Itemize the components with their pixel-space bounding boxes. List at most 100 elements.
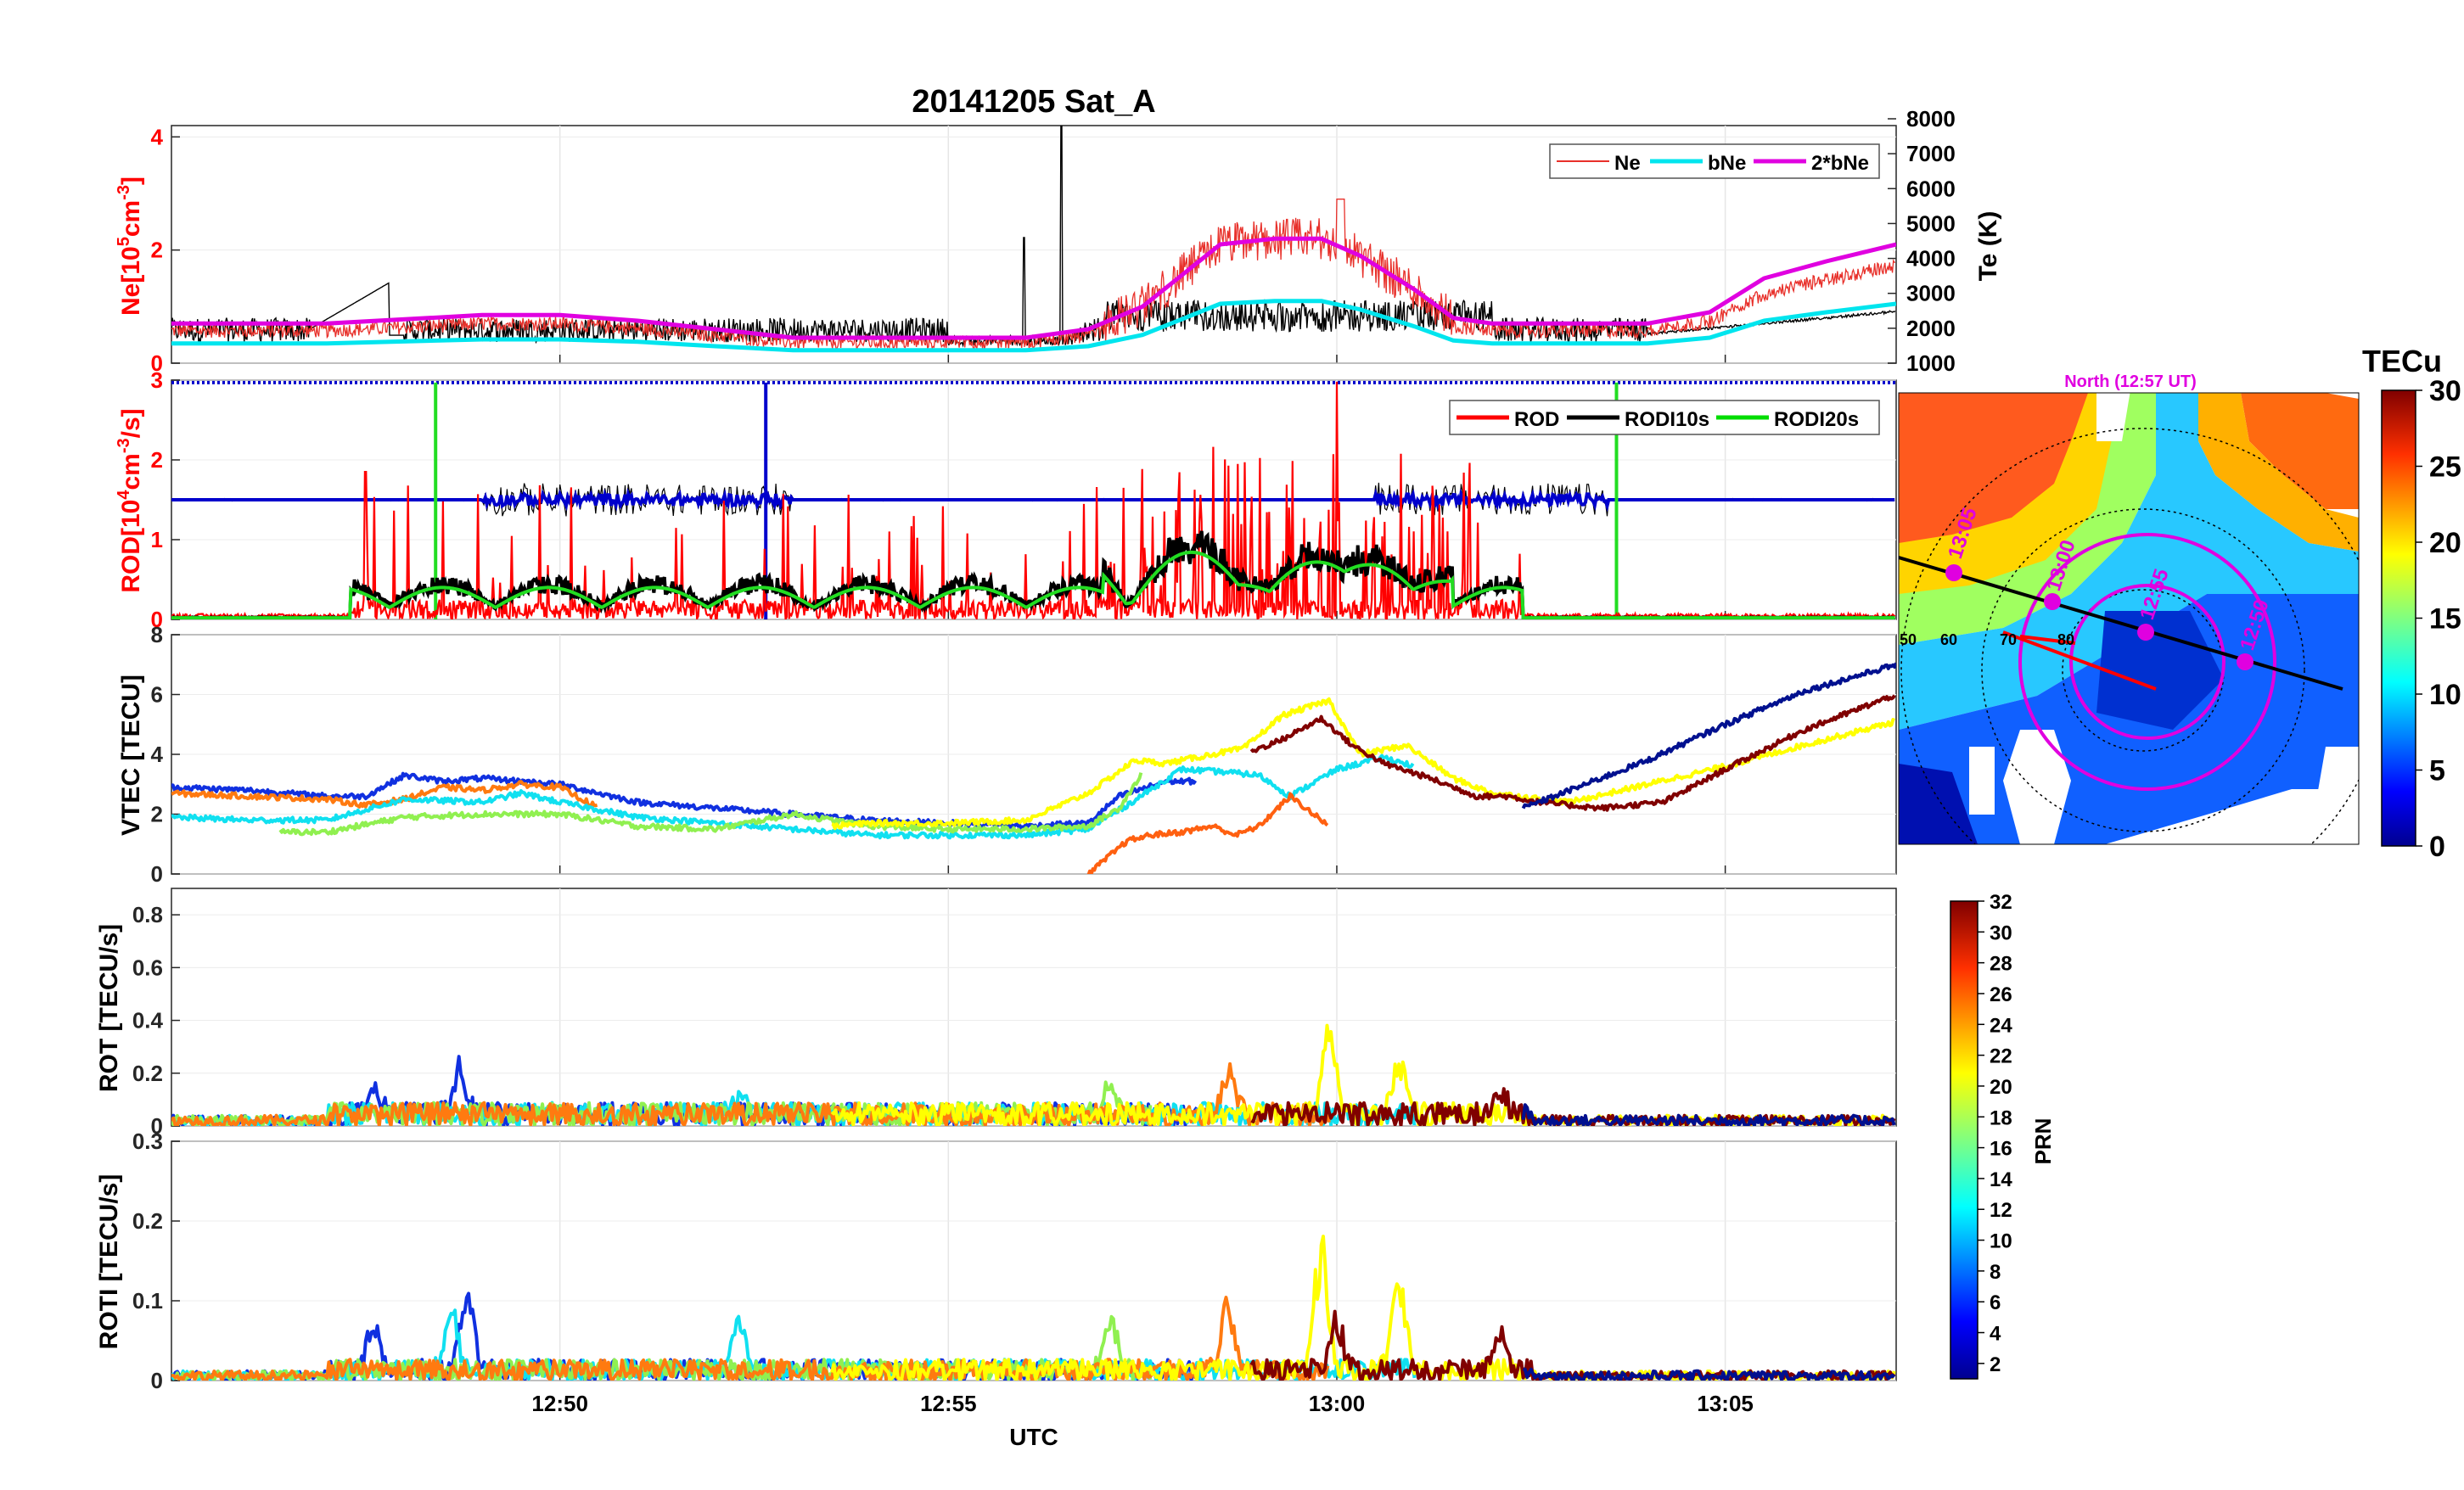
vtec-panel: 0 2 4 6 8 bbox=[151, 622, 1897, 887]
rod-ytick-label: 0 bbox=[151, 607, 163, 632]
map-red-vector-2 bbox=[2019, 635, 2076, 645]
rot-plot-area bbox=[171, 1023, 1896, 1126]
map-grid-circle-70 bbox=[1981, 508, 2305, 832]
legend-rodi20s: RODI20s bbox=[1774, 408, 1859, 431]
map-red-region bbox=[1899, 393, 2105, 577]
map-red-east bbox=[2241, 393, 2359, 509]
vtec-series bbox=[278, 772, 1143, 837]
map-cyan-region bbox=[1899, 393, 2359, 730]
rot-ytick-label: 0.8 bbox=[132, 902, 163, 927]
map-marker-1305 bbox=[1945, 564, 1962, 581]
vtec-series bbox=[171, 771, 1198, 830]
rot-ytick-label: 0.2 bbox=[132, 1061, 163, 1086]
tec-tick-label: 15 bbox=[2429, 603, 2461, 636]
te-ytick-label: 6000 bbox=[1906, 176, 1956, 201]
tec-colorbar-bar bbox=[2381, 389, 2416, 847]
te-ytick-label: 3000 bbox=[1906, 281, 1956, 306]
rod-ytick-label: 1 bbox=[151, 527, 163, 552]
roti-series bbox=[1522, 1367, 1896, 1381]
ne-ytick-label: 2 bbox=[151, 238, 163, 263]
prn-tick-label: 32 bbox=[1990, 891, 2012, 914]
rod-ytick-label: 2 bbox=[151, 447, 163, 473]
legend-rod: ROD bbox=[1514, 408, 1559, 431]
ne-ytick-label: 0 bbox=[151, 350, 163, 376]
roti-ytick-label: 0.3 bbox=[132, 1129, 163, 1154]
rod-plot-area bbox=[171, 380, 1896, 619]
prn-tick-label: 10 bbox=[1990, 1230, 2012, 1253]
rodi20s-line bbox=[171, 550, 1895, 619]
bne-line bbox=[171, 299, 1896, 353]
roti-ytick-label: 0 bbox=[151, 1368, 163, 1393]
vtec-series bbox=[1521, 662, 1896, 809]
tec-colorbar-title: TECu bbox=[2362, 344, 2442, 378]
vtec-ylabel: VTEC [TECU] bbox=[117, 675, 145, 836]
vtec-series bbox=[171, 753, 1415, 840]
map-lat-70: 70 bbox=[2000, 631, 2017, 648]
prn-tick-label: 6 bbox=[1990, 1291, 2001, 1314]
ne-line bbox=[171, 199, 1895, 351]
roti-ytick-label: 0.1 bbox=[132, 1288, 163, 1314]
map-marker-1250 bbox=[2237, 653, 2254, 670]
rot-ytick-label: 0.4 bbox=[132, 1008, 164, 1033]
map-gap-3 bbox=[1969, 747, 1995, 815]
prn-tick-label: 4 bbox=[1990, 1323, 2001, 1346]
prn-tick-label: 16 bbox=[1990, 1138, 2012, 1161]
map-red-vector-1 bbox=[2002, 630, 2157, 691]
te-ytick-label: 2000 bbox=[1906, 316, 1956, 341]
roti-axes bbox=[171, 1140, 1897, 1381]
map-navy-region bbox=[1899, 764, 1978, 844]
legend-rodi10s: RODI10s bbox=[1625, 408, 1709, 431]
tec-tick-label: 10 bbox=[2429, 679, 2461, 711]
prn-colorbar-label: PRN bbox=[2030, 1118, 2056, 1165]
tec-tick-label: 0 bbox=[2429, 831, 2445, 863]
prn-tick-label: 20 bbox=[1990, 1076, 2012, 1099]
x-tick-label: 12:50 bbox=[531, 1391, 588, 1416]
rod-panel: 0 1 2 3 bbox=[151, 367, 1897, 632]
prn-tick-label: 8 bbox=[1990, 1261, 2001, 1284]
rod-ytick-label: 3 bbox=[151, 367, 163, 393]
legend-bne: bNe bbox=[1708, 152, 1746, 175]
x-axis-label: UTC bbox=[1009, 1424, 1058, 1450]
te-ytick-label: 1000 bbox=[1906, 350, 1956, 376]
legend-2bne: 2*bNe bbox=[1811, 152, 1869, 175]
tec-tick-label: 25 bbox=[2429, 451, 2461, 484]
tec-colorbar: TECu 0 5 10 15 20 25 30 bbox=[2362, 344, 2461, 863]
tec-tick-label: 5 bbox=[2429, 755, 2445, 787]
ne-legend: Ne bNe 2*bNe bbox=[1549, 143, 1880, 179]
legend-ne: Ne bbox=[1614, 152, 1641, 175]
map-satellite-track bbox=[1899, 556, 2343, 691]
prn-tick-label: 24 bbox=[1990, 1014, 2012, 1037]
te-ytick-label: 5000 bbox=[1906, 210, 1956, 236]
prn-tick-label: 22 bbox=[1990, 1045, 2012, 1068]
prn-tick-label: 12 bbox=[1990, 1199, 2012, 1222]
map-orange-region bbox=[1899, 393, 2122, 611]
rot-series bbox=[830, 1023, 1895, 1126]
twobne-line bbox=[171, 236, 1896, 340]
map-magenta-circle-inner bbox=[2069, 584, 2225, 740]
ne-ytick-label: 4 bbox=[151, 124, 164, 149]
roti-ytick-label: 0.2 bbox=[132, 1208, 163, 1234]
figure-title: 20141205 Sat_A bbox=[912, 84, 1155, 120]
map-lat-80: 80 bbox=[2057, 631, 2074, 648]
tec-colorbar-ticks: 0 5 10 15 20 25 30 bbox=[2416, 375, 2461, 863]
vtec-plot-area bbox=[171, 662, 1896, 874]
vtec-series bbox=[1249, 694, 1896, 812]
map-lat-50: 50 bbox=[1900, 631, 1917, 648]
vtec-ytick-label: 0 bbox=[151, 861, 163, 887]
roti-panel: 12:50 12:55 13:00 13:05 0 0.1 0.2 0.3 bbox=[132, 1129, 1897, 1416]
te-ytick-label: 8000 bbox=[1906, 106, 1956, 132]
ne-plot-area bbox=[171, 126, 1896, 353]
ne-ylabel: Ne[105cm-3] bbox=[115, 176, 145, 316]
prn-tick-label: 2 bbox=[1990, 1353, 2001, 1376]
rod-blue-line bbox=[171, 487, 1895, 513]
rot-panel: 0 0.2 0.4 0.6 0.8 bbox=[132, 888, 1897, 1139]
rot-series bbox=[1521, 1103, 1896, 1126]
prn-tick-label: 26 bbox=[1990, 983, 2012, 1006]
prn-tick-label: 18 bbox=[1990, 1106, 2012, 1129]
rot-ylabel: ROT [TECU/s] bbox=[95, 924, 123, 1092]
tec-tick-label: 20 bbox=[2429, 527, 2461, 559]
roti-plot-area bbox=[171, 1235, 1896, 1381]
